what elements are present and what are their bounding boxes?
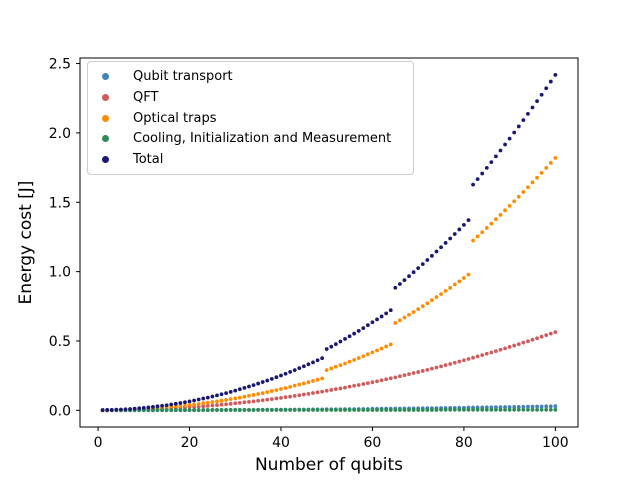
series-qft (100, 330, 558, 413)
series-optical-traps (100, 155, 558, 413)
legend-marker-qubit-transport (102, 73, 109, 81)
x-tick-label: 0 (94, 435, 103, 451)
series-cooling-initialization-and-measurement (100, 407, 558, 412)
data-points-layer (100, 73, 558, 413)
x-tick-label: 80 (455, 435, 473, 451)
legend-item-qubit-transport: Qubit transport (88, 67, 413, 88)
x-axis-ticks: 0 20 40 60 80 100 (94, 427, 569, 451)
legend-label: QFT (133, 89, 159, 105)
legend-marker-total (102, 155, 109, 163)
y-tick-label: 0.5 (49, 334, 71, 350)
y-axis-label: Energy cost [J] (16, 181, 36, 305)
legend-item-total: Total (88, 149, 413, 170)
plot-border (79, 57, 579, 428)
legend-label: Qubit transport (133, 69, 233, 85)
y-axis-ticks: 0.0 0.5 1.0 1.5 2.0 2.5 (49, 57, 80, 419)
legend-marker-qft (102, 93, 109, 101)
x-tick-label: 20 (181, 435, 199, 451)
y-tick-label: 2.5 (49, 57, 71, 73)
legend-item-cooling: Cooling, Initialization and Measurement (88, 128, 413, 149)
legend-label: Cooling, Initialization and Measurement (133, 131, 392, 147)
legend-label: Optical traps (133, 110, 217, 126)
x-axis-label: Number of qubits (255, 455, 403, 475)
legend-marker-cooling (102, 135, 109, 143)
series-total (100, 73, 558, 412)
y-tick-label: 1.5 (49, 195, 71, 211)
series-qubit-transport (100, 404, 558, 413)
y-tick-label: 0.0 (49, 403, 71, 419)
x-tick-label: 40 (272, 435, 290, 451)
x-tick-label: 100 (542, 435, 569, 451)
y-tick-label: 2.0 (49, 126, 71, 142)
y-tick-label: 1.0 (49, 265, 71, 281)
legend-marker-optical-traps (102, 114, 109, 122)
x-tick-label: 60 (364, 435, 382, 451)
legend-label: Total (133, 151, 164, 167)
legend-item-qft: QFT (88, 87, 413, 108)
legend-item-optical-traps: Optical traps (88, 108, 413, 129)
legend: Qubit transport QFT Optical traps Coolin… (87, 61, 414, 175)
